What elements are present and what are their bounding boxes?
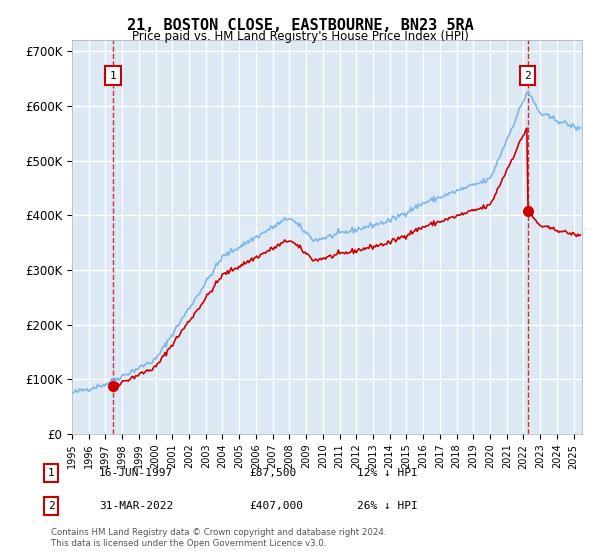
Text: 16-JUN-1997: 16-JUN-1997 [99,468,173,478]
Text: 12% ↓ HPI: 12% ↓ HPI [357,468,418,478]
Text: 1: 1 [110,71,116,81]
Text: 2: 2 [524,71,531,81]
Text: £87,500: £87,500 [249,468,296,478]
Text: Price paid vs. HM Land Registry's House Price Index (HPI): Price paid vs. HM Land Registry's House … [131,30,469,43]
Text: 26% ↓ HPI: 26% ↓ HPI [357,501,418,511]
Text: 21, BOSTON CLOSE, EASTBOURNE, BN23 5RA: 21, BOSTON CLOSE, EASTBOURNE, BN23 5RA [127,18,473,33]
Text: £407,000: £407,000 [249,501,303,511]
Text: Contains HM Land Registry data © Crown copyright and database right 2024.
This d: Contains HM Land Registry data © Crown c… [51,528,386,548]
Text: 1: 1 [47,468,55,478]
Text: 31-MAR-2022: 31-MAR-2022 [99,501,173,511]
Text: 2: 2 [47,501,55,511]
